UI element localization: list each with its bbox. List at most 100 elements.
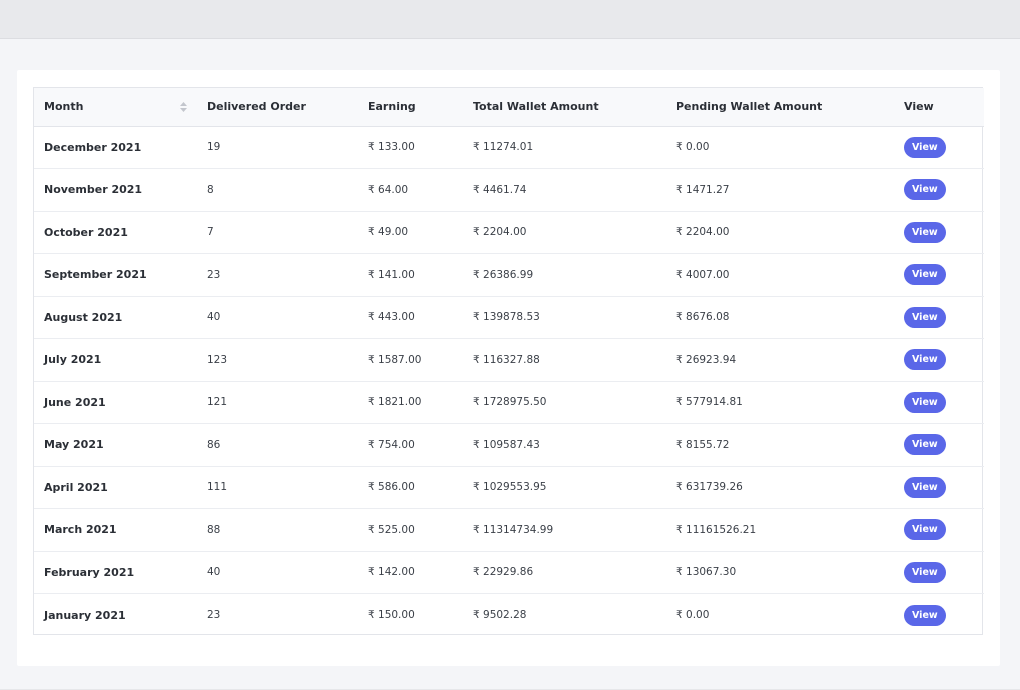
- total-wallet-amount-cell: ₹ 9502.28: [473, 609, 527, 621]
- view-cell: View: [894, 338, 984, 382]
- earnings-panel: Month Delivered Order Earning Total Wall…: [17, 70, 1000, 666]
- month-cell: August 2021: [34, 296, 197, 339]
- earning-cell: ₹ 754.00: [358, 423, 463, 467]
- month-cell: December 2021: [34, 126, 197, 169]
- view-cell: View: [894, 211, 984, 254]
- pending-wallet-amount-cell: ₹ 26923.94: [666, 338, 894, 382]
- delivered-order-cell: 123: [197, 338, 358, 382]
- delivered-order-cell: 23: [207, 609, 221, 621]
- column-header-delivered-order[interactable]: Delivered Order: [197, 88, 358, 127]
- sort-icon[interactable]: [180, 102, 187, 113]
- delivered-order-cell: 40: [197, 296, 358, 339]
- table-row: July 2021 123 ₹ 1587.00 ₹ 116327.88 ₹ 26923.…: [34, 338, 984, 382]
- total-wallet-amount-cell: ₹ 22929.86: [463, 551, 666, 594]
- view-cell: View: [894, 168, 984, 212]
- pending-wallet-amount-cell: ₹ 8676.08: [666, 296, 894, 339]
- total-wallet-amount-cell: ₹ 11314734.99: [463, 508, 666, 552]
- pending-wallet-amount-cell: ₹ 2204.00: [666, 211, 894, 254]
- pending-wallet-amount-cell: ₹ 0.00: [676, 609, 710, 621]
- delivered-order-cell: 7: [197, 211, 358, 254]
- delivered-order-cell: 8: [197, 168, 358, 212]
- table-header-row: Month Delivered Order Earning Total Wall…: [34, 88, 984, 127]
- earning-cell: ₹ 586.00: [358, 466, 463, 509]
- earning-cell: ₹ 443.00: [358, 296, 463, 339]
- month-cell: July 2021: [34, 338, 197, 382]
- earning-cell: ₹ 150.00: [368, 609, 415, 621]
- month-cell: March 2021: [34, 508, 197, 552]
- earning-cell: ₹ 1821.00: [358, 381, 463, 424]
- pending-wallet-amount-cell: ₹ 4007.00: [666, 253, 894, 297]
- total-wallet-amount-cell: ₹ 4461.74: [463, 168, 666, 212]
- table-row: January 2021 23 ₹ 150.00 ₹ 9502.28 ₹ 0.00 Vie…: [34, 594, 984, 637]
- view-button[interactable]: View: [904, 604, 946, 626]
- table-body: December 2021 19 ₹ 133.00 ₹ 11274.01 ₹ 0.00 V…: [34, 126, 984, 636]
- column-header-month-label: Month: [44, 100, 84, 114]
- pending-wallet-amount-cell: ₹ 13067.30: [666, 551, 894, 594]
- earning-cell: ₹ 133.00: [358, 126, 463, 169]
- month-cell: October 2021: [34, 211, 197, 254]
- table-row: February 2021 40 ₹ 142.00 ₹ 22929.86 ₹ 13067…: [34, 551, 984, 594]
- view-button[interactable]: View: [904, 179, 946, 201]
- earning-cell: ₹ 1587.00: [358, 338, 463, 382]
- total-wallet-amount-cell: ₹ 139878.53: [463, 296, 666, 339]
- view-button[interactable]: View: [904, 221, 946, 243]
- total-wallet-amount-cell: ₹ 109587.43: [463, 423, 666, 467]
- pending-wallet-amount-cell: ₹ 631739.26: [666, 466, 894, 509]
- pending-wallet-amount-cell: ₹ 11161526.21: [666, 508, 894, 552]
- total-wallet-amount-cell: ₹ 1728975.50: [463, 381, 666, 424]
- view-cell: View: [894, 551, 984, 594]
- month-cell: January 2021: [44, 608, 126, 622]
- column-header-month[interactable]: Month: [34, 88, 197, 127]
- column-header-total-wallet-amount[interactable]: Total Wallet Amount: [463, 88, 666, 127]
- view-button[interactable]: View: [904, 561, 946, 583]
- total-wallet-amount-cell: ₹ 116327.88: [463, 338, 666, 382]
- column-header-pending-wallet-amount[interactable]: Pending Wallet Amount: [666, 88, 894, 127]
- view-button[interactable]: View: [904, 434, 946, 456]
- view-button[interactable]: View: [904, 391, 946, 413]
- table-row: April 2021 111 ₹ 586.00 ₹ 1029553.95 ₹ 63173…: [34, 466, 984, 509]
- month-cell: February 2021: [34, 551, 197, 594]
- total-wallet-amount-cell: ₹ 1029553.95: [463, 466, 666, 509]
- earning-cell: ₹ 525.00: [358, 508, 463, 552]
- month-cell: May 2021: [34, 423, 197, 467]
- table-row: May 2021 86 ₹ 754.00 ₹ 109587.43 ₹ 8155.72 Vi…: [34, 423, 984, 467]
- table-row: September 2021 23 ₹ 141.00 ₹ 26386.99 ₹ 4007…: [34, 253, 984, 297]
- view-button[interactable]: View: [904, 264, 946, 286]
- view-button[interactable]: View: [904, 519, 946, 541]
- month-cell: September 2021: [34, 253, 197, 297]
- delivered-order-cell: 121: [197, 381, 358, 424]
- view-cell: View: [894, 466, 984, 509]
- column-header-earning[interactable]: Earning: [358, 88, 463, 127]
- view-cell: View: [894, 423, 984, 467]
- earning-cell: ₹ 142.00: [358, 551, 463, 594]
- month-cell: June 2021: [34, 381, 197, 424]
- top-bar: [0, 0, 1020, 39]
- pending-wallet-amount-cell: ₹ 0.00: [666, 126, 894, 169]
- table-row: November 2021 8 ₹ 64.00 ₹ 4461.74 ₹ 1471.27 V…: [34, 168, 984, 212]
- view-cell: View: [894, 126, 984, 169]
- view-button[interactable]: View: [904, 349, 946, 371]
- month-cell: November 2021: [34, 168, 197, 212]
- view-button[interactable]: View: [904, 476, 946, 498]
- view-button[interactable]: View: [904, 136, 946, 158]
- view-cell: View: [894, 253, 984, 297]
- table-row: June 2021 121 ₹ 1821.00 ₹ 1728975.50 ₹ 57791…: [34, 381, 984, 424]
- view-cell: View: [894, 594, 984, 637]
- earning-cell: ₹ 64.00: [358, 168, 463, 212]
- view-cell: View: [894, 508, 984, 552]
- view-button[interactable]: View: [904, 306, 946, 328]
- earning-cell: ₹ 49.00: [358, 211, 463, 254]
- delivered-order-cell: 111: [197, 466, 358, 509]
- table-row: October 2021 7 ₹ 49.00 ₹ 2204.00 ₹ 2204.00 Vi…: [34, 211, 984, 254]
- delivered-order-cell: 88: [197, 508, 358, 552]
- pending-wallet-amount-cell: ₹ 577914.81: [666, 381, 894, 424]
- delivered-order-cell: 23: [197, 253, 358, 297]
- earning-cell: ₹ 141.00: [358, 253, 463, 297]
- pending-wallet-amount-cell: ₹ 1471.27: [666, 168, 894, 212]
- month-cell: April 2021: [34, 466, 197, 509]
- table-row: March 2021 88 ₹ 525.00 ₹ 11314734.99 ₹ 11161…: [34, 508, 984, 552]
- total-wallet-amount-cell: ₹ 2204.00: [463, 211, 666, 254]
- table-row: August 2021 40 ₹ 443.00 ₹ 139878.53 ₹ 8676.0…: [34, 296, 984, 339]
- pending-wallet-amount-cell: ₹ 8155.72: [666, 423, 894, 467]
- view-cell: View: [894, 296, 984, 339]
